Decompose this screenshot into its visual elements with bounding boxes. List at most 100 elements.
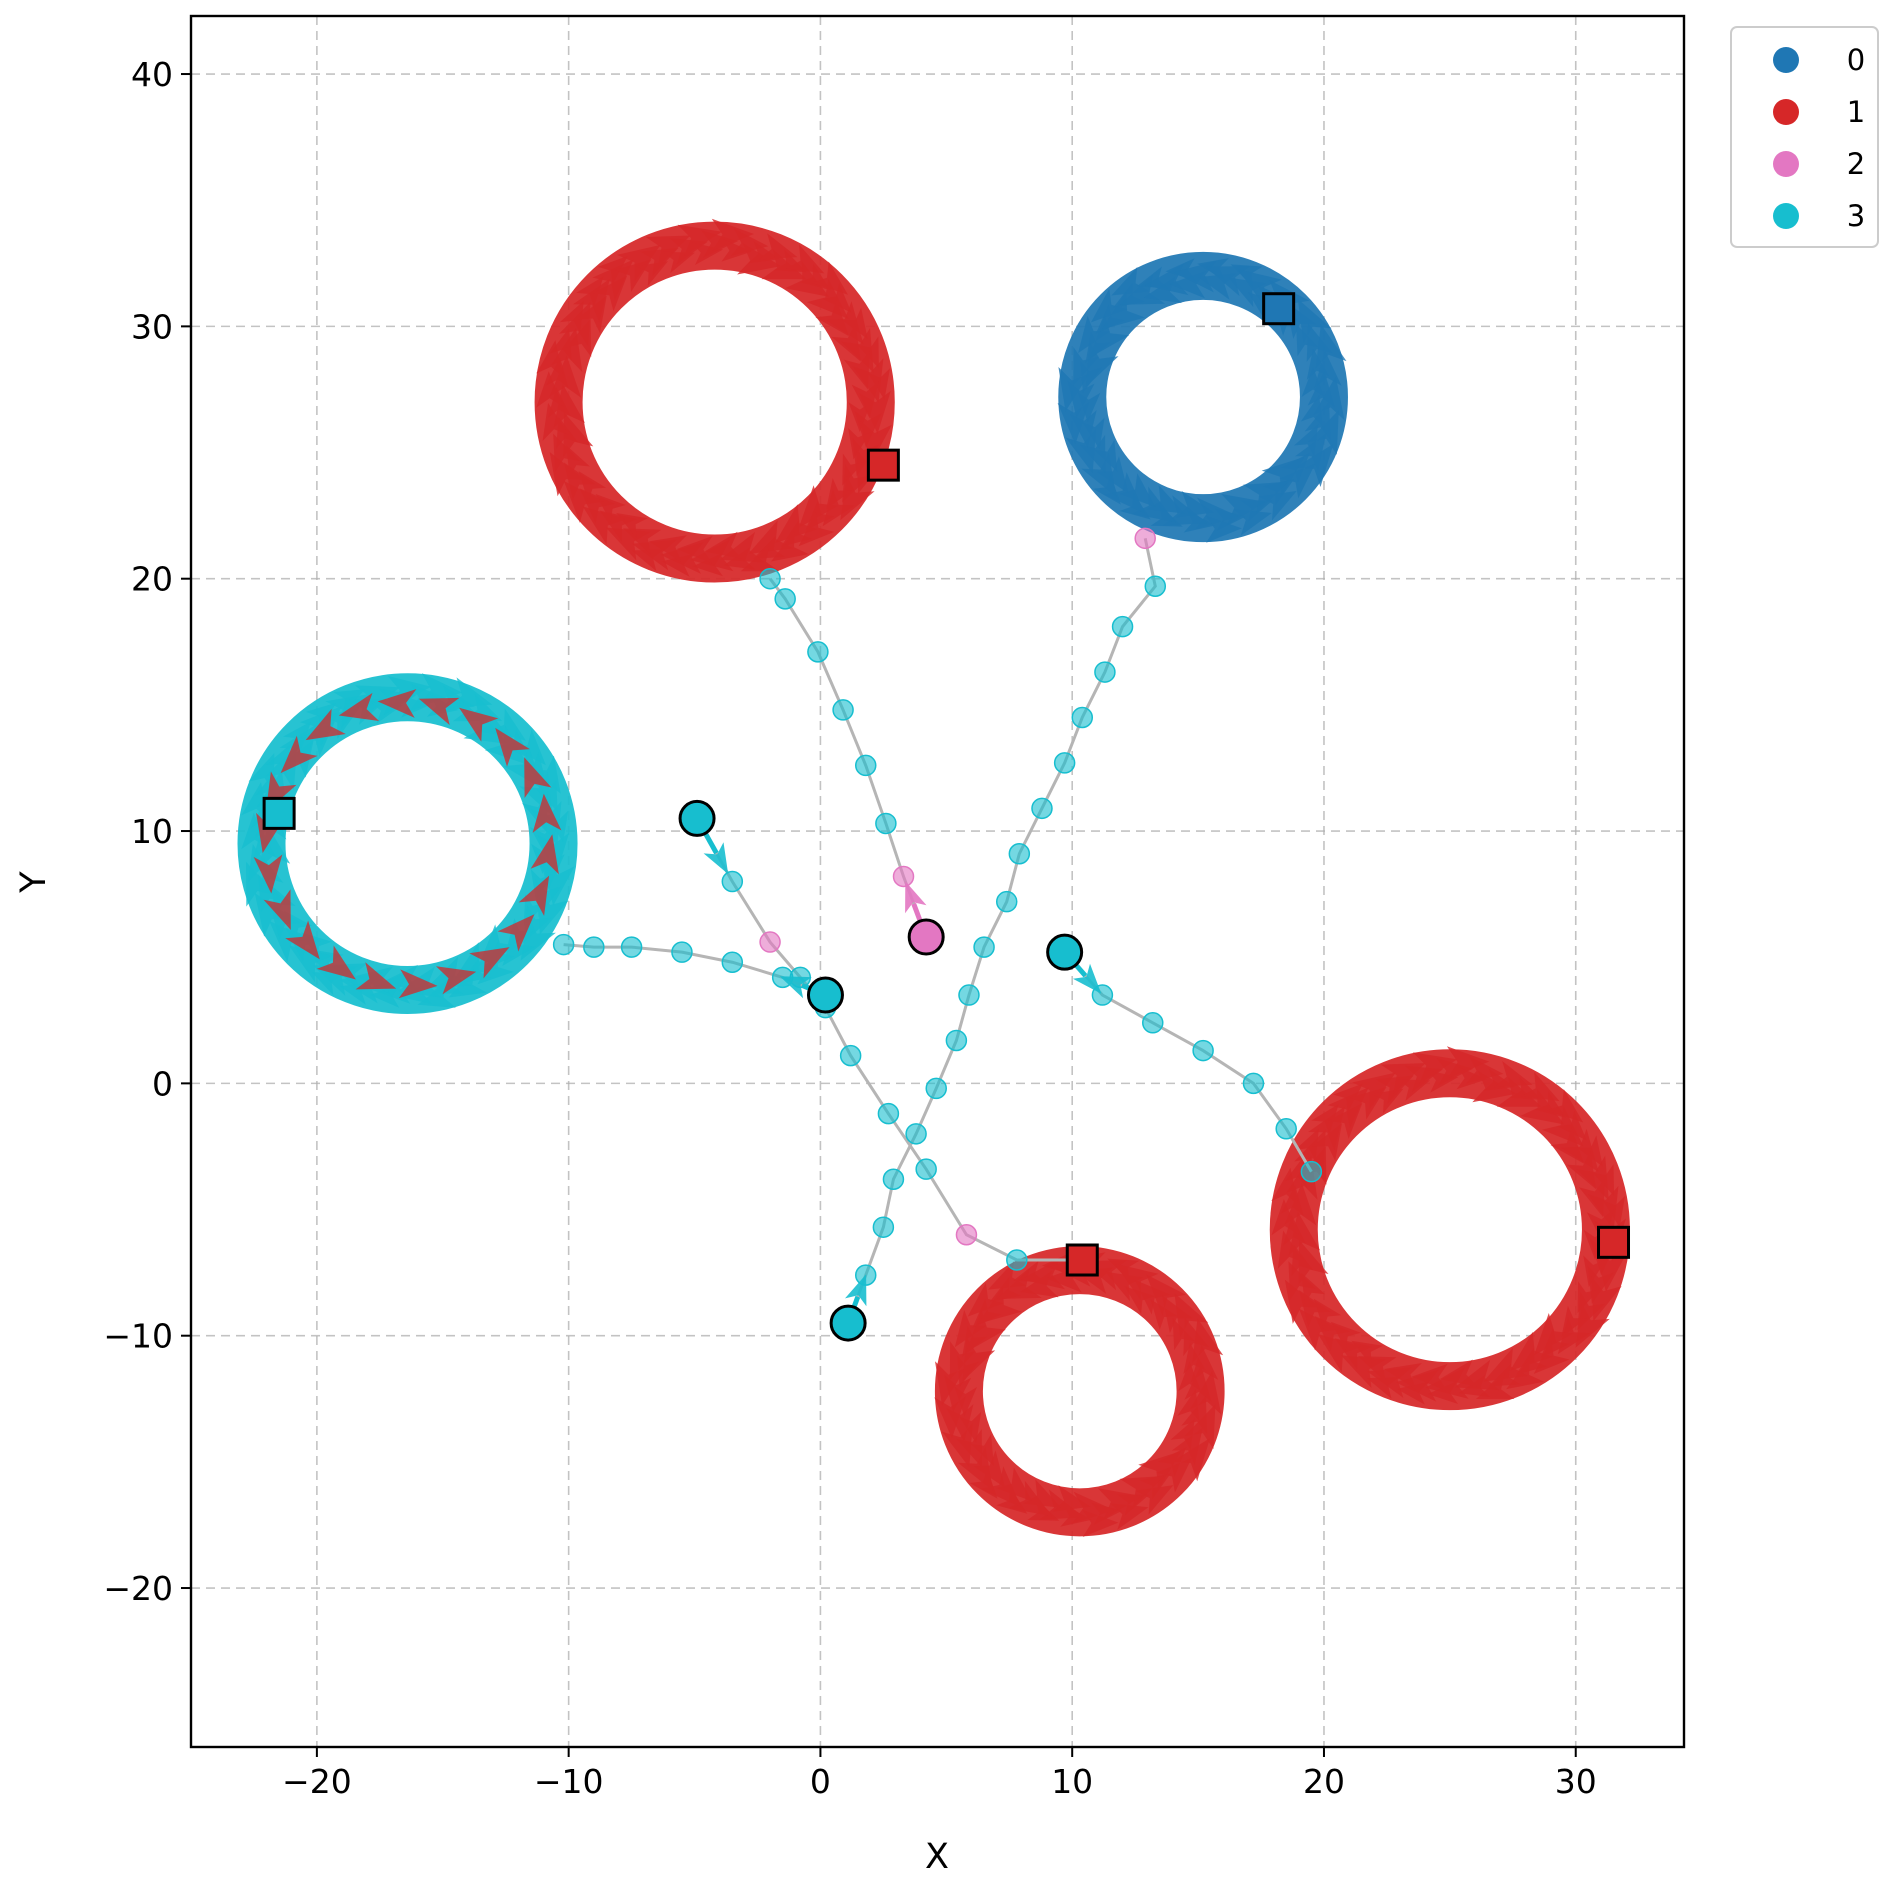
orbit-arrow — [1496, 1076, 1542, 1107]
orbit-arrow — [459, 707, 499, 742]
orbit-arrow — [1591, 1276, 1622, 1322]
orbit-arrow — [1110, 1503, 1149, 1530]
end-marker — [1065, 1243, 1099, 1277]
orbit-arrow — [545, 357, 569, 389]
orbit-arrow — [283, 721, 312, 752]
orbit-cluster-1 — [534, 218, 895, 583]
trajectory-point — [882, 1168, 905, 1191]
orbit-arrow — [495, 727, 530, 767]
trajectory-point — [925, 1077, 947, 1100]
orbit-arrow — [436, 966, 477, 995]
trajectory-point — [875, 812, 897, 835]
orbit-arrow — [1520, 1088, 1565, 1125]
y-tick-label: 10 — [131, 812, 173, 851]
x-tick-label: 10 — [1051, 1762, 1093, 1801]
orbit-arrow — [1124, 1286, 1156, 1314]
orbit-arrow — [1583, 1255, 1606, 1288]
end-marker — [1262, 292, 1296, 326]
ticks: −20 −10 0 10 20 30 −20 −10 0 10 20 30 40 — [103, 55, 1596, 1801]
orbit-arrow — [538, 889, 569, 935]
markers — [262, 292, 1631, 1342]
orbit-arrow — [661, 554, 693, 577]
orbit-arrow — [1557, 1110, 1587, 1141]
trajectory-point — [583, 936, 605, 958]
trajectory-point — [1144, 575, 1167, 598]
trajectory-point — [1242, 1072, 1265, 1095]
orbit-arrow — [1057, 401, 1090, 445]
orbit-arrow — [967, 1282, 1004, 1317]
end-marker — [1597, 1225, 1631, 1259]
orbit-arrow — [338, 692, 380, 721]
orbit-arrow — [563, 412, 594, 458]
orbit-arrow — [549, 328, 572, 360]
trajectory-point — [1134, 527, 1156, 550]
legend-label-2: 2 — [1847, 147, 1865, 181]
trajectory-point — [1094, 661, 1116, 683]
orbit-arrow — [1307, 410, 1339, 455]
trajectory-arrow — [905, 881, 927, 914]
orbit-arrow — [1298, 1240, 1329, 1285]
orbit-arrow — [530, 755, 561, 794]
orbit-arrow — [1119, 473, 1156, 508]
orbit-arrow — [1279, 463, 1316, 499]
trajectory-arrow — [1072, 963, 1102, 994]
orbit-arrow — [1039, 1489, 1085, 1520]
trajectory-point — [721, 951, 744, 973]
orbit-arrow — [1294, 1129, 1326, 1175]
orbit-arrow — [723, 547, 756, 570]
orbit-arrow — [1288, 1211, 1321, 1256]
orbit-arrow — [1081, 452, 1117, 497]
orbits — [237, 218, 1630, 1537]
orbit-arrow — [842, 307, 868, 340]
orbit-arrow — [1150, 1299, 1178, 1330]
orbit-arrow — [316, 945, 356, 980]
orbit-arrow — [576, 276, 604, 307]
orbit-arrow — [1412, 1052, 1458, 1084]
trajectory-point — [1111, 615, 1134, 638]
orbit-arrow — [1458, 1375, 1491, 1398]
orbit-arrow — [1156, 1458, 1192, 1493]
trajectory-point — [839, 1044, 862, 1067]
orbit-arrow — [1296, 324, 1319, 357]
orbit-arrow — [1261, 456, 1305, 496]
y-axis-label: Y — [14, 871, 54, 894]
orbit-arrow — [1184, 1404, 1216, 1450]
orbit-arrow — [1103, 472, 1145, 514]
orbit-arrow — [867, 368, 890, 400]
orbit-arrow — [1466, 1056, 1504, 1084]
orbit-arrow — [1093, 474, 1121, 505]
trajectory-point — [721, 870, 744, 893]
orbit-arrow — [1425, 1367, 1469, 1399]
trajectory-point — [915, 1158, 937, 1180]
orbit-arrow — [1314, 350, 1342, 388]
y-tick-label: 20 — [131, 560, 173, 599]
orbit-arrow — [1510, 1331, 1553, 1371]
orbit-arrow — [497, 914, 535, 952]
orbit-arrow — [1093, 439, 1118, 472]
x-tick-label: 20 — [1303, 1762, 1345, 1801]
trajectory-point — [832, 699, 854, 721]
orbit-arrow — [536, 371, 564, 408]
legend-marker-2 — [1773, 151, 1799, 177]
orbit-arrow — [1396, 1382, 1428, 1405]
trajectory-point — [759, 931, 781, 953]
legend-marker-1 — [1773, 99, 1799, 125]
orbit-arrow — [1101, 291, 1145, 330]
trajectory-point — [892, 865, 915, 888]
trajectory-point — [1300, 1160, 1323, 1183]
trajectory-point — [1006, 1249, 1028, 1271]
orbit-arrow — [369, 985, 401, 1008]
orbit-arrow — [305, 702, 337, 730]
trajectory-point — [854, 754, 877, 777]
y-tick-label: 0 — [152, 1064, 173, 1103]
orbit-arrow — [1091, 288, 1128, 323]
trajectory-point — [1192, 1039, 1214, 1062]
orbit-arrow — [535, 779, 558, 812]
orbit-arrow — [1119, 1475, 1165, 1508]
orbit-arrow — [419, 673, 463, 705]
legend-label-1: 1 — [1847, 95, 1865, 129]
orbit-arrow — [285, 920, 320, 960]
orbit-arrow — [1138, 1451, 1182, 1490]
y-tick-label: −10 — [103, 1317, 173, 1356]
